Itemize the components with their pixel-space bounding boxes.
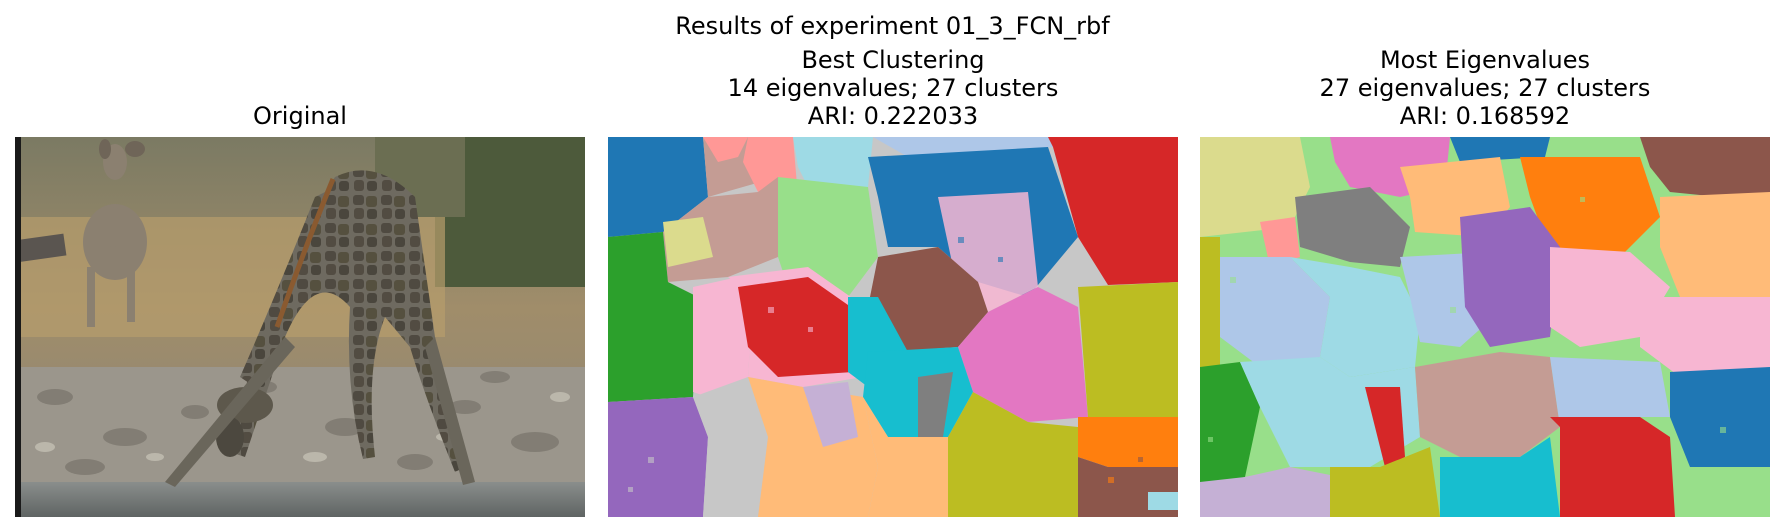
photo-giraffe xyxy=(165,170,475,487)
photo-kudu xyxy=(83,139,147,327)
original-photo xyxy=(15,137,585,517)
panel-most-eigenvalues-title: Most Eigenvalues 27 eigenvalues; 27 clus… xyxy=(1200,46,1770,130)
panel-most-eigenvalues: Most Eigenvalues 27 eigenvalues; 27 clus… xyxy=(1200,0,1770,520)
panel-original-title: Original xyxy=(15,102,585,130)
panel-most-title-line-1: Most Eigenvalues xyxy=(1379,46,1591,74)
panel-most-title-line-3: ARI: 0.168592 xyxy=(1399,102,1571,130)
figure-suptitle: Results of experiment 01_3_FCN_rbf xyxy=(675,12,1110,40)
best-clustering-segmentation xyxy=(608,137,1178,517)
panel-original: Original xyxy=(15,0,585,520)
panel-best-clustering: Best Clustering 14 eigenvalues; 27 clust… xyxy=(608,0,1178,520)
panel-best-clustering-title: Best Clustering 14 eigenvalues; 27 clust… xyxy=(608,46,1178,130)
most-eigenvalues-segmentation xyxy=(1200,137,1770,517)
photo-rocky-ground xyxy=(15,367,585,487)
panel-best-title-line-1: Best Clustering xyxy=(801,46,985,74)
photo-water xyxy=(15,482,585,517)
panel-most-title-line-2: 27 eigenvalues; 27 clusters xyxy=(1319,74,1651,102)
panel-best-title-line-3: ARI: 0.222033 xyxy=(807,102,979,130)
panel-best-title-line-2: 14 eigenvalues; 27 clusters xyxy=(727,74,1059,102)
panel-original-title-line-1: Original xyxy=(253,102,347,130)
